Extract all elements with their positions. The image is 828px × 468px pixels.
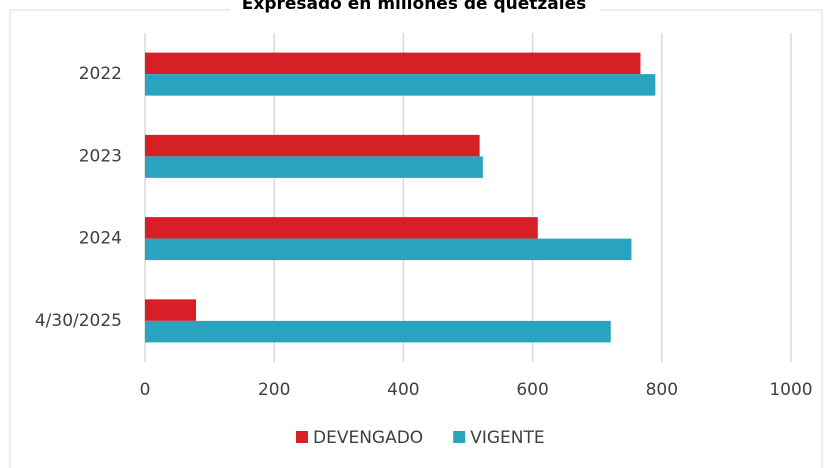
y-tick-label: 2022 <box>79 64 122 84</box>
y-tick-label: 2024 <box>79 229 122 249</box>
legend-label: DEVENGADO <box>313 428 423 448</box>
title-backdrop <box>230 0 600 18</box>
y-tick-label: 2023 <box>79 146 122 166</box>
x-tick-label: 600 <box>516 380 548 400</box>
x-tick-label: 800 <box>646 380 678 400</box>
bar <box>145 299 197 321</box>
bar <box>145 52 641 75</box>
y-tick-label: 4/30/2025 <box>35 311 122 331</box>
bar <box>145 156 483 178</box>
bar <box>145 320 611 343</box>
legend-swatch <box>453 431 466 443</box>
bar <box>145 217 538 239</box>
bar <box>145 238 632 261</box>
x-tick-label: 400 <box>387 380 419 400</box>
x-tick-label: 0 <box>140 380 151 400</box>
legend-label: VIGENTE <box>470 428 544 448</box>
legend-swatch <box>296 431 308 443</box>
x-tick-label: 200 <box>258 380 290 400</box>
chart-title: Expresado en millones de quetzales <box>242 0 587 14</box>
bar <box>145 134 480 157</box>
x-tick-label: 1000 <box>769 380 812 400</box>
bar <box>145 74 656 96</box>
